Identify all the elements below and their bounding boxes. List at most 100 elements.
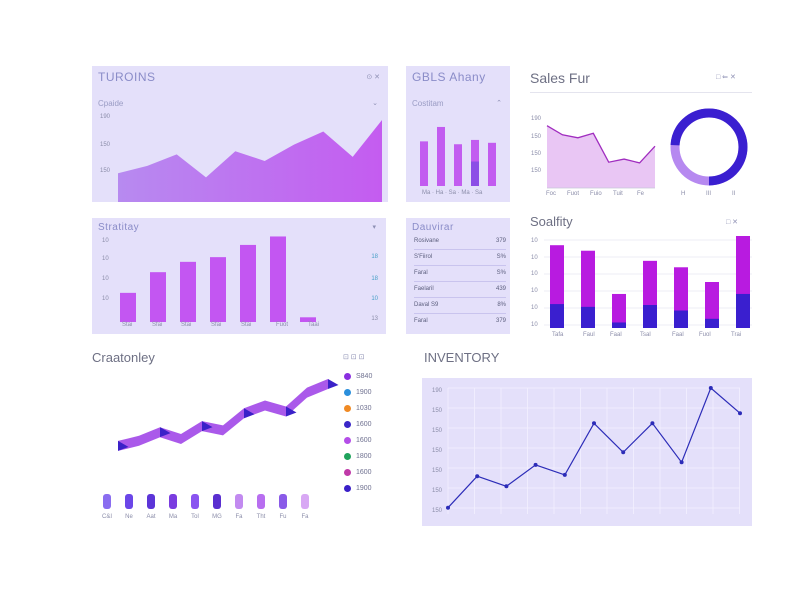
inventory-point bbox=[650, 421, 655, 426]
crafontley-controls[interactable]: ⊡ ⊡ ⊡ bbox=[343, 354, 365, 361]
x-tick: Tsal bbox=[640, 332, 651, 338]
legend-item: 1900 bbox=[344, 386, 372, 398]
row-divider bbox=[414, 249, 506, 250]
strategy-bar bbox=[180, 261, 196, 322]
y-tick: 150 bbox=[432, 488, 443, 494]
y-tick: 190 bbox=[432, 388, 443, 394]
dot-marker bbox=[235, 494, 243, 509]
dot-label: Fa bbox=[301, 514, 309, 520]
inventory-point bbox=[708, 386, 713, 390]
legend-dot bbox=[344, 420, 351, 428]
inventory-point bbox=[475, 474, 480, 479]
dot-label: Fa bbox=[235, 514, 243, 520]
panel-title: GBLS Ahany bbox=[412, 70, 486, 84]
legend-dot bbox=[344, 484, 351, 492]
dot-item: Fa bbox=[298, 494, 312, 520]
dot-label: C&I bbox=[101, 514, 112, 520]
y-tick: 150 bbox=[432, 448, 443, 454]
dot-marker bbox=[257, 494, 265, 509]
table-row: Rosivane 379 bbox=[414, 238, 506, 244]
y-tick: 150 bbox=[100, 168, 111, 174]
y-tick: 150 bbox=[432, 468, 443, 474]
legend-dot bbox=[344, 404, 351, 412]
x-tick: Tuit bbox=[613, 191, 623, 197]
mini-bar bbox=[488, 142, 496, 186]
sales-controls[interactable]: □ ⇐ ✕ bbox=[716, 74, 736, 81]
x-tick: Fuol bbox=[699, 332, 711, 338]
dot-item: MG bbox=[210, 494, 224, 520]
mini-bar-lower bbox=[471, 161, 479, 186]
legend-item: 1600 bbox=[344, 434, 372, 446]
y-tick: 190 bbox=[100, 114, 111, 120]
y-tick: 10 bbox=[531, 238, 538, 244]
x-tick: Stai bbox=[181, 322, 192, 328]
legend-item: 1600 bbox=[344, 466, 372, 478]
x-tick: Faal bbox=[672, 332, 684, 338]
y-tick: 10 bbox=[531, 288, 538, 294]
dot-marker bbox=[301, 494, 309, 509]
mini-bar-panel: GBLS Ahany Costitam ⌃ Ma · Ha · Sa · Ma … bbox=[406, 66, 510, 202]
dot-marker bbox=[103, 494, 111, 509]
panel-subtitle: Costitam bbox=[412, 99, 444, 108]
dot-item: Ma bbox=[166, 494, 180, 520]
y-tick: 10 bbox=[531, 322, 538, 328]
y-tick: 150 bbox=[100, 142, 111, 148]
inventory-title: INVENTORY bbox=[424, 350, 500, 365]
stacked-bar-bottom bbox=[581, 306, 595, 328]
legend-dot bbox=[344, 372, 351, 380]
legend-item: 1900 bbox=[344, 482, 372, 494]
dot-item: Ne bbox=[122, 494, 136, 520]
panel-title: Dauvirar bbox=[412, 222, 454, 233]
area-chart bbox=[118, 120, 382, 202]
table-row: Faral S% bbox=[414, 270, 506, 276]
donut-segment-dark bbox=[670, 108, 748, 186]
x-tick: Fuot bbox=[567, 191, 580, 197]
x-tick: Tafa bbox=[552, 332, 564, 338]
y-tick-right: 18 bbox=[371, 254, 378, 260]
crafontley-title: Craatonley bbox=[92, 350, 155, 365]
x-tick: Ma · Ha · Sa · Ma · Sa bbox=[422, 190, 483, 196]
inventory-point bbox=[679, 460, 684, 465]
row-divider bbox=[414, 281, 506, 282]
dot-marker bbox=[147, 494, 155, 509]
y-tick: 10 bbox=[102, 296, 109, 302]
dot-label: Ne bbox=[125, 514, 133, 520]
mini-bar bbox=[454, 144, 462, 186]
sales-divider bbox=[530, 92, 752, 93]
panel-controls[interactable]: ⊙ ✕ bbox=[366, 74, 380, 81]
legend-dot bbox=[344, 452, 351, 460]
x-tick: Stai bbox=[241, 322, 252, 328]
stacked-bar-bottom bbox=[736, 293, 750, 328]
y-tick: 150 bbox=[432, 408, 443, 414]
table-panel: Dauvirar Rosivane 379 S'Fiirol S% Faral S% … bbox=[406, 218, 510, 334]
stacked-bar-bottom bbox=[674, 310, 688, 328]
crafontley-ribbon-chart bbox=[118, 379, 339, 451]
stacked-bar-bottom bbox=[550, 304, 564, 328]
mini-bar-chart bbox=[420, 126, 496, 186]
donut-label: H bbox=[681, 191, 686, 197]
dot-label: Fu bbox=[279, 514, 287, 520]
inventory-panel: 190 150 150 150 150 150 150 bbox=[422, 378, 752, 526]
y-tick: 150 bbox=[432, 508, 443, 514]
stacked-bar-bottom bbox=[643, 305, 657, 328]
panel-controls[interactable]: ▾ bbox=[372, 224, 376, 231]
y-tick: 150 bbox=[531, 151, 542, 157]
scalfity-title: Soalfity bbox=[530, 214, 573, 229]
chevron-icon[interactable]: ⌃ bbox=[496, 100, 502, 107]
dot-label: Tol bbox=[191, 514, 199, 520]
ribbon-facet bbox=[328, 379, 339, 389]
inventory-line-chart bbox=[446, 386, 742, 514]
dot-item: Fu bbox=[276, 494, 290, 520]
dot-marker bbox=[279, 494, 287, 509]
x-tick: Faul bbox=[583, 332, 595, 338]
stacked-bar-top bbox=[705, 282, 719, 328]
strategy-bar bbox=[150, 272, 166, 322]
chevron-down-icon[interactable]: ⌄ bbox=[372, 100, 378, 107]
y-tick: 190 bbox=[531, 116, 542, 122]
dot-marker bbox=[191, 494, 199, 509]
table-row: Daval S9 8% bbox=[414, 302, 506, 308]
dot-item: Fa bbox=[232, 494, 246, 520]
x-tick: Stai bbox=[122, 322, 133, 328]
legend-item: 1600 bbox=[344, 418, 372, 430]
scalfity-controls[interactable]: □ ✕ bbox=[726, 219, 739, 226]
